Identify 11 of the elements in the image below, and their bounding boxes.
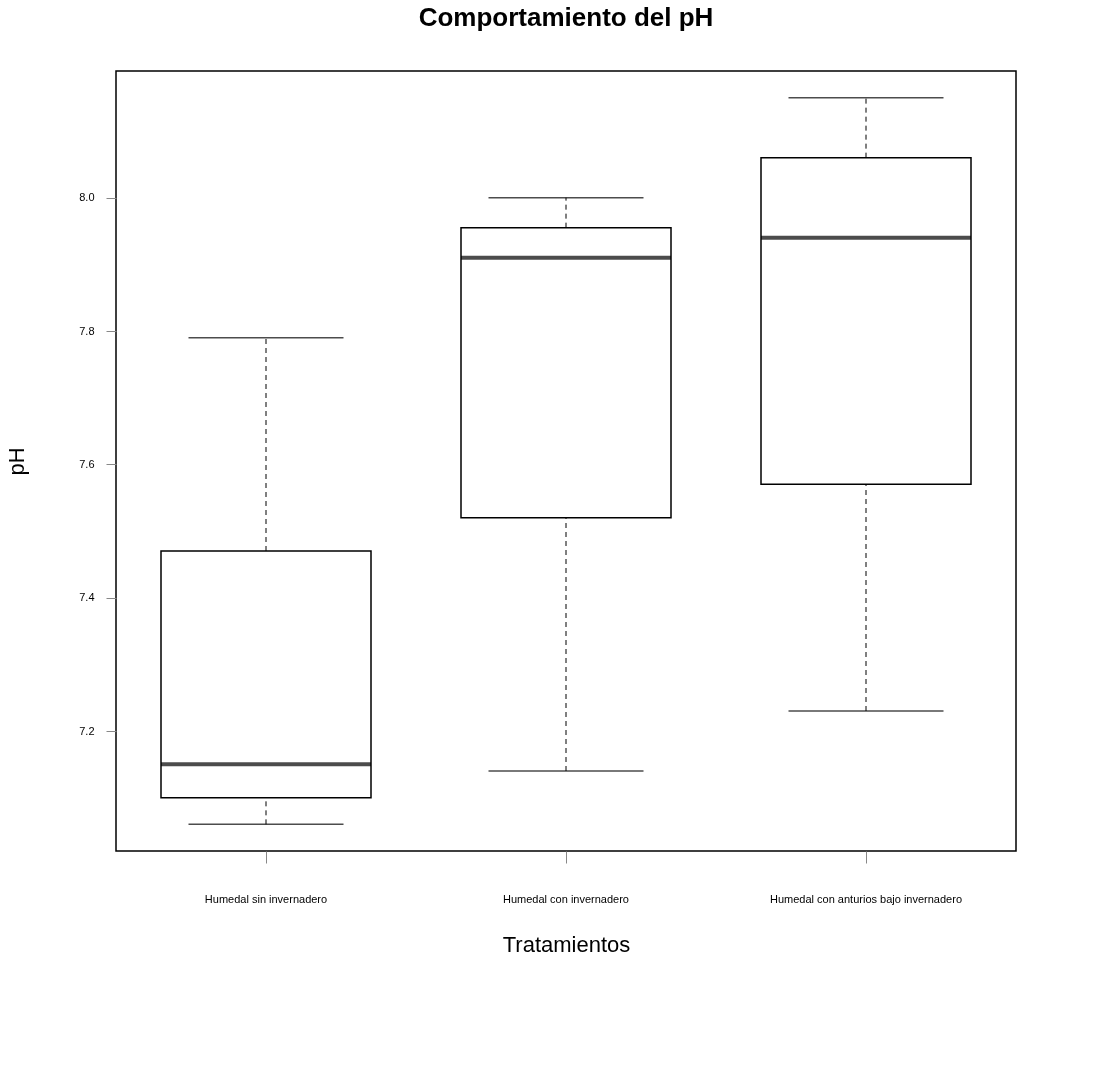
x-tick-label: Humedal con invernadero	[503, 892, 629, 905]
x-tick-label: Humedal sin invernadero	[204, 892, 328, 905]
chart-title: Comportamiento del pH	[418, 2, 714, 32]
y-tick-label: 7.8	[79, 324, 95, 337]
y-tick-label: 7.6	[79, 457, 95, 470]
y-tick-label: 7.2	[79, 724, 95, 737]
y-tick-label: 8.0	[79, 191, 95, 204]
x-tick-label: Humedal con anturios bajo invernadero	[769, 892, 963, 905]
y-tick-label: 7.4	[79, 591, 95, 604]
x-axis-title: Tratamientos	[502, 931, 631, 957]
y-axis-title: pH	[4, 447, 30, 476]
